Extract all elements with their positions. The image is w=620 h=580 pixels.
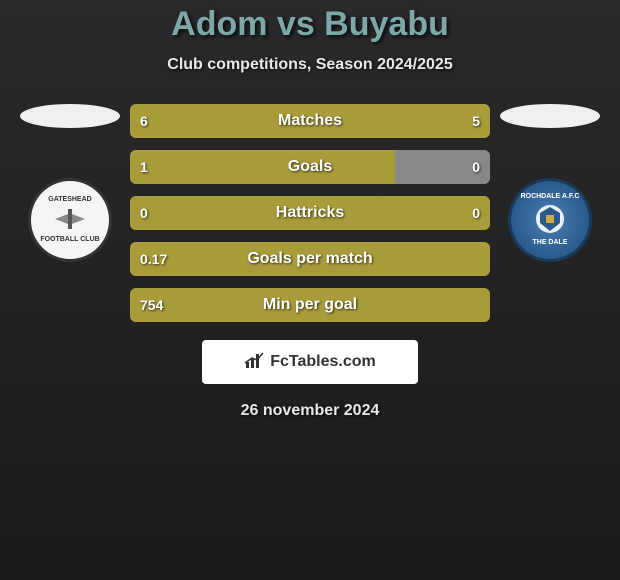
comparison-row: GATESHEAD FOOTBALL CLUB Matches 6 5 Goals 1 0… [0,104,620,322]
right-crest-bottom: THE DALE [521,239,580,247]
stat-label: Min per goal [263,296,357,314]
stats-bars: Matches 6 5 Goals 1 0 Hattricks 0 0 Goals per mat… [130,104,490,322]
footer-logo-text: FcTables.com [270,353,376,371]
stat-val-left: 0.17 [140,251,167,267]
left-crest-text: GATESHEAD FOOTBALL CLUB [40,196,99,244]
shield-icon [532,201,568,237]
stat-label: Goals [288,158,332,176]
stat-val-left: 0 [140,205,148,221]
page-title: Adom vs Buyabu [0,5,620,44]
stat-bar-row: Goals per match 0.17 [130,242,490,276]
stat-val-left: 6 [140,113,148,129]
left-flag [20,104,120,128]
footer-logo: FcTables.com [202,340,418,384]
page-subtitle: Club competitions, Season 2024/2025 [0,56,620,74]
stat-label: Matches [278,112,342,130]
stat-bar-row: Min per goal 754 [130,288,490,322]
right-crest-top: ROCHDALE A.F.C [521,193,580,201]
left-crest: GATESHEAD FOOTBALL CLUB [28,178,112,262]
stat-val-right: 0 [472,205,480,221]
stat-bar-right [326,104,490,138]
angel-icon [50,204,90,234]
stat-val-left: 1 [140,159,148,175]
left-crest-top: GATESHEAD [40,196,99,204]
stat-bar-row: Hattricks 0 0 [130,196,490,230]
date-text: 26 november 2024 [0,402,620,420]
stat-val-right: 5 [472,113,480,129]
stat-bar-row: Goals 1 0 [130,150,490,184]
right-team-col: ROCHDALE A.F.C THE DALE [500,104,600,262]
stat-bar-left [130,150,395,184]
left-crest-bottom: FOOTBALL CLUB [40,236,99,244]
right-flag [500,104,600,128]
right-crest: ROCHDALE A.F.C THE DALE [508,178,592,262]
left-team-col: GATESHEAD FOOTBALL CLUB [20,104,120,262]
stat-bar-row: Matches 6 5 [130,104,490,138]
chart-icon [244,352,264,373]
stat-val-right: 0 [472,159,480,175]
stat-label: Goals per match [247,250,372,268]
stat-val-left: 754 [140,297,163,313]
stat-label: Hattricks [276,204,344,222]
right-crest-text: ROCHDALE A.F.C THE DALE [521,193,580,247]
